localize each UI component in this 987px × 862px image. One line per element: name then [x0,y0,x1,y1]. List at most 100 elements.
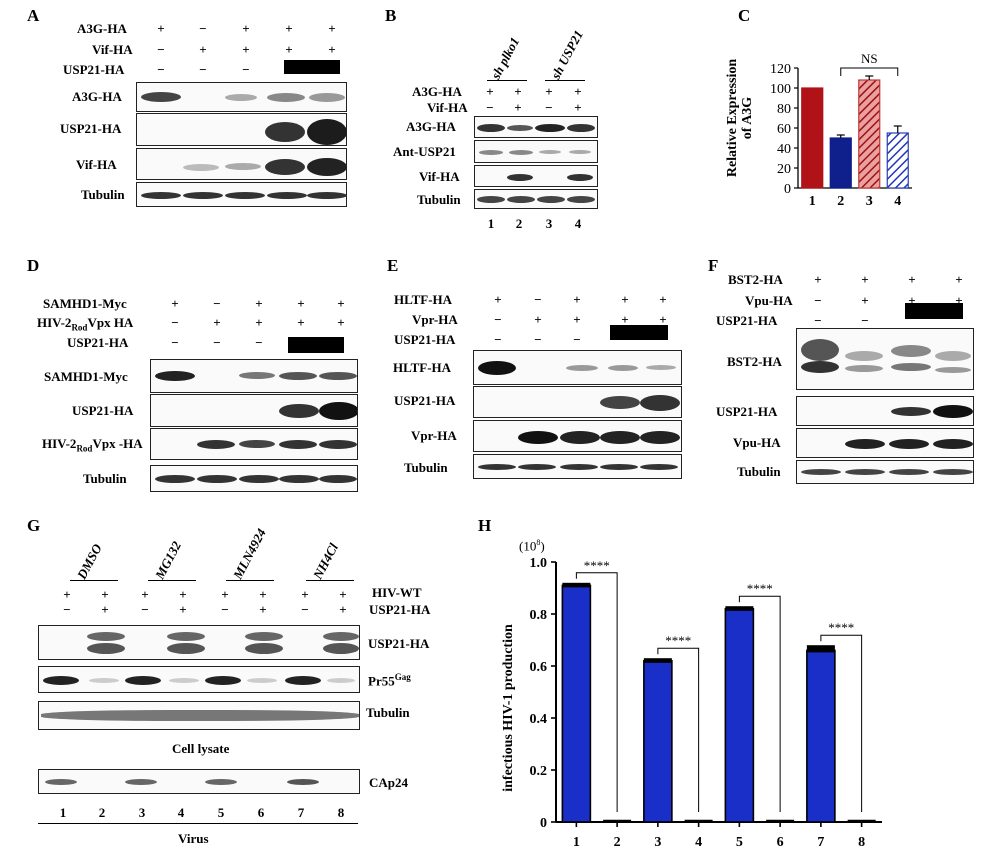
g-lane-number: 2 [98,805,106,820]
b-sign: + [574,84,582,99]
c-ylabel-line1: Relative Expression [725,59,740,178]
d-blot-label-vpx: HIV-2RodVpx -HA [42,437,143,456]
c-x-tick-label: 1 [809,194,816,209]
band [245,632,283,641]
h-bar [724,608,755,823]
g-sign: + [63,587,71,602]
c-bar [801,87,824,189]
b-blot-label-a3g: A3G-HA [406,119,456,134]
band [845,469,885,475]
band [569,150,591,154]
d-row-label-samhd1: SAMHD1-Myc [43,296,127,311]
a-blot-usp21 [136,113,347,146]
d-sign: + [171,296,179,311]
band [265,159,305,175]
g-group-label-nh4cl: NH4Cl [309,540,342,582]
g-group-label-mg132: MG132 [151,538,185,582]
d-sign: − [213,335,221,350]
band [801,339,839,361]
h-error-bar [725,606,754,611]
band [608,365,638,371]
band [600,464,638,470]
b-row-label-vif: Vif-HA [427,100,468,115]
c-x-tick-label: 2 [837,194,844,209]
b-sign: − [486,100,494,115]
g-row-label-usp21: USP21-HA [369,602,431,617]
d-row-label-vpx-sub: Rod [71,322,88,333]
b-group-underline [487,80,527,82]
h-error-bar [643,658,672,663]
d-sign: + [297,315,305,330]
band [307,192,346,199]
h-x-tick-label: 8 [858,835,865,850]
b-sign: + [514,100,522,115]
a-sign: + [285,42,293,57]
e-blot-label-vpr: Vpr-HA [411,428,457,443]
b-lane-number: 1 [487,216,495,231]
band [327,678,355,683]
c-y-tick-label: 0 [784,182,791,197]
b-sign: + [545,84,553,99]
band [183,192,223,199]
g-lane-number: 1 [59,805,67,820]
e-sign: − [573,332,581,347]
g-blot-label-pr55-sup: Gag [394,672,411,682]
h-x-tick-label: 6 [777,835,784,850]
band [45,779,77,785]
h-significance-label: **** [747,581,773,596]
c-bars [801,75,909,189]
band [801,469,841,475]
d-blot-label-tubulin: Tubulin [83,471,127,486]
a-sign: + [328,21,336,36]
band [239,372,275,379]
g-lane-number: 3 [138,805,146,820]
e-blot-vpr [473,420,682,452]
c-x-tick-label: 3 [866,194,873,209]
panel-label-d: D [27,256,40,275]
c-ylabel-line2: of A3G [740,97,755,140]
b-group-label-usp21: sh USP21 [547,27,587,82]
e-sign: + [534,312,542,327]
e-blot-hltf [473,350,682,385]
band [319,440,357,449]
g-blot-label-usp21: USP21-HA [368,636,430,651]
g-blot-label-tubulin: Tubulin [366,705,410,720]
band [279,404,319,418]
e-sign: + [621,292,629,307]
band [560,431,600,444]
g-row-label-hivwt: HIV-WT [372,585,422,600]
band [307,119,346,145]
e-blot-label-hltf: HLTF-HA [393,360,452,375]
c-axis: 0 20 40 60 80 100 120 1 2 3 4 [770,62,912,209]
band [600,396,640,409]
c-y-tick-label: 120 [770,62,791,77]
g-sign: − [301,602,309,617]
band [933,439,973,449]
g-group-underline [70,580,118,582]
band [265,122,305,142]
band [287,779,319,785]
g-lane-number: 8 [337,805,345,820]
g-blot-label-pr55-main: Pr55 [368,673,395,689]
band [279,475,319,483]
f-blot-label-usp21: USP21-HA [716,404,778,419]
band [323,632,359,641]
band [477,124,505,132]
a-sign: + [157,21,165,36]
e-row-label-hltf: HLTF-HA [394,292,453,307]
b-row-label-a3g: A3G-HA [412,84,462,99]
e-sign: + [573,292,581,307]
a-sign: + [199,42,207,57]
h-significance: **** **** **** **** [575,558,863,812]
g-sign: + [259,587,267,602]
c-bar [886,132,909,189]
band [567,174,593,181]
b-sign: + [486,84,494,99]
f-sign: + [861,293,869,308]
g-blot-tubulin [38,701,360,730]
a-sign: + [242,42,250,57]
a-row-label-usp21: USP21-HA [63,62,125,77]
h-scale-base: (10 [519,538,537,554]
h-x-tick-label: 1 [573,835,580,850]
